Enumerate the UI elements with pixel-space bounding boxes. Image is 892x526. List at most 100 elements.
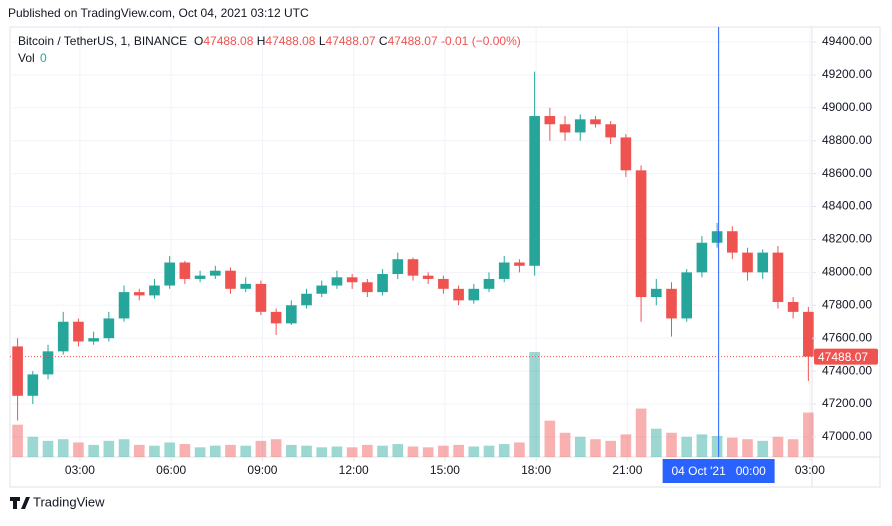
last-price-box — [814, 348, 878, 365]
volume-bar — [529, 352, 540, 457]
plot — [10, 27, 814, 457]
volume-bar — [514, 442, 525, 457]
y-tick-label: 48800.00 — [822, 133, 872, 147]
volume-bar — [103, 440, 115, 457]
volume-bar — [377, 445, 388, 457]
candle-body — [316, 285, 328, 294]
volume-bar — [407, 446, 419, 457]
symbol: Bitcoin / TetherUS, 1, BINANCE — [18, 34, 187, 48]
y-tick-label: 49200.00 — [822, 67, 872, 81]
volume-bar — [757, 440, 769, 457]
volume-bar — [42, 440, 54, 457]
candle-body — [666, 288, 677, 319]
volume-bar — [225, 444, 236, 457]
volume-bar — [574, 436, 586, 457]
volume-bar — [270, 439, 282, 457]
volume-bar — [149, 445, 160, 457]
y-tick-label: 47800.00 — [822, 297, 872, 311]
candle-body — [757, 252, 769, 273]
candle-body — [590, 119, 601, 125]
volume-bar — [316, 447, 328, 457]
volume-bar — [438, 445, 449, 457]
last-price-label: 47488.07 — [818, 350, 868, 364]
candle-body — [377, 274, 388, 293]
y-tick-label: 48200.00 — [822, 232, 872, 246]
candle-body — [240, 283, 252, 289]
volume-bar — [346, 447, 358, 457]
candle-body — [711, 231, 723, 243]
candle-body — [605, 124, 616, 138]
volume-bar — [590, 439, 601, 457]
candle-body — [803, 311, 814, 357]
volume-bar — [301, 445, 312, 457]
x-tick-label: 06:00 — [156, 463, 186, 477]
x-tick-label: 03:00 — [795, 463, 825, 477]
y-tick-label: 48600.00 — [822, 166, 872, 180]
candle-body — [194, 275, 206, 279]
volume-bar — [803, 412, 814, 457]
volume-bar — [711, 436, 723, 457]
volume-bar — [118, 439, 130, 457]
candle-body — [27, 374, 39, 396]
volume-bar — [164, 442, 175, 457]
candle-body — [544, 116, 556, 125]
candle-body — [407, 259, 419, 276]
candle-body — [468, 288, 480, 301]
volume-bar — [57, 439, 69, 457]
volume-bar — [681, 436, 693, 457]
volume-bar — [726, 437, 738, 457]
legend-item: 47488.08 — [203, 34, 253, 48]
volume-bar — [468, 446, 480, 457]
volume-bar — [605, 440, 616, 457]
volume-bar — [392, 444, 404, 457]
candle-body — [453, 288, 464, 301]
volume-bar — [133, 444, 145, 457]
volume-bar — [696, 434, 708, 457]
volume-bar — [787, 439, 799, 457]
candle-body — [574, 119, 586, 133]
y-tick-label: 47200.00 — [822, 396, 872, 410]
volume-bar — [422, 447, 434, 457]
volume-bar — [88, 444, 99, 457]
candle-body — [620, 137, 632, 171]
candle-body — [88, 338, 99, 342]
legend-item: H — [257, 34, 266, 48]
volume-bar — [453, 444, 464, 457]
candle-body — [149, 285, 160, 296]
x-tick-label: 21:00 — [612, 463, 642, 477]
legend-item: 47488.08 — [265, 34, 315, 48]
candle-body — [209, 270, 221, 276]
volume-bar — [73, 442, 84, 457]
candle-body — [225, 270, 236, 289]
candle-body — [57, 321, 69, 352]
candle-body — [346, 277, 358, 283]
volume-bar — [559, 432, 571, 457]
candle-body — [392, 259, 404, 275]
y-tick-label: 49400.00 — [822, 34, 872, 48]
y-tick-label: 47000.00 — [822, 429, 872, 443]
candle-body — [438, 278, 449, 289]
volume-label: Vol — [18, 51, 35, 65]
y-tick-label: 47600.00 — [822, 330, 872, 344]
legend-item: -0.01 — [441, 34, 469, 48]
candle-body — [103, 318, 115, 339]
candle-body — [787, 301, 799, 312]
legend-item: 47488.07 — [326, 34, 376, 48]
candle-body — [772, 252, 784, 302]
candle-body — [286, 305, 297, 324]
brand: TradingView — [33, 494, 105, 509]
volume-bar — [331, 446, 343, 457]
x-tick-label: 15:00 — [430, 463, 460, 477]
volume-bar — [240, 445, 252, 457]
candle-body — [255, 283, 267, 312]
volume-bar — [650, 428, 662, 457]
candle-body — [529, 116, 540, 266]
candle-body — [696, 242, 708, 273]
volume-bar — [483, 445, 495, 457]
volume-value: 0 — [40, 51, 47, 65]
candle-body — [635, 170, 647, 298]
volume-bar — [544, 420, 556, 457]
y-tick-label: 48000.00 — [822, 265, 872, 279]
volume-bar — [620, 434, 632, 457]
